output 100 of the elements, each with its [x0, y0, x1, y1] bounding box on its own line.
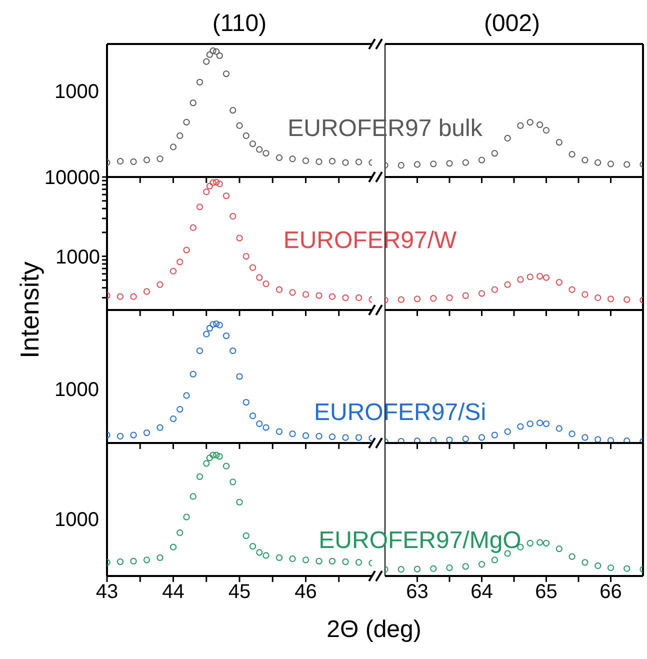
point — [213, 48, 220, 55]
point — [568, 286, 576, 293]
y-tick-label: 10000 — [44, 167, 100, 190]
point — [556, 425, 562, 432]
point — [556, 545, 562, 552]
point — [203, 58, 210, 65]
point — [462, 159, 469, 166]
point — [170, 416, 177, 422]
point — [262, 552, 270, 559]
point — [170, 544, 177, 550]
point — [568, 430, 576, 438]
point — [517, 423, 524, 430]
point — [582, 156, 588, 164]
point — [176, 529, 184, 536]
point — [210, 179, 216, 186]
point — [542, 540, 550, 546]
point — [196, 78, 204, 86]
point — [542, 274, 550, 281]
point — [222, 332, 230, 340]
point — [156, 156, 164, 162]
point — [196, 347, 204, 354]
point — [430, 437, 437, 443]
point — [236, 373, 243, 380]
point — [156, 281, 164, 288]
point — [526, 420, 534, 428]
point — [190, 370, 196, 378]
point — [222, 462, 230, 470]
point — [230, 347, 236, 354]
chart-title: (002) — [482, 10, 542, 38]
point — [594, 294, 602, 302]
point — [328, 434, 336, 440]
point — [430, 160, 437, 168]
point — [536, 420, 544, 426]
point — [624, 296, 630, 303]
point — [222, 70, 230, 78]
point — [183, 392, 190, 399]
point — [206, 51, 213, 58]
point — [183, 246, 190, 254]
point — [213, 178, 220, 186]
point — [236, 122, 243, 129]
point — [256, 274, 263, 281]
point — [262, 150, 270, 157]
point — [249, 264, 256, 271]
point — [536, 539, 544, 546]
point — [316, 292, 322, 299]
point — [210, 47, 216, 54]
point — [478, 561, 486, 568]
point — [230, 107, 236, 114]
point — [430, 565, 437, 572]
point — [478, 290, 486, 297]
point — [249, 542, 256, 550]
point — [242, 398, 250, 406]
chart-title: (110) — [211, 10, 268, 38]
point — [213, 452, 220, 458]
point — [289, 555, 296, 562]
point — [582, 559, 588, 566]
point — [216, 453, 223, 460]
point — [196, 473, 204, 480]
point — [594, 159, 602, 166]
point — [216, 322, 223, 328]
point — [276, 154, 283, 161]
point — [156, 554, 164, 561]
point — [302, 432, 310, 439]
point — [536, 121, 544, 128]
point — [256, 146, 263, 153]
point — [556, 278, 562, 286]
point — [328, 558, 336, 564]
point — [222, 192, 230, 200]
point — [446, 436, 453, 443]
point — [398, 162, 404, 169]
point — [582, 291, 588, 298]
point — [210, 321, 216, 328]
point — [236, 234, 243, 242]
point — [607, 564, 614, 572]
point — [624, 438, 630, 443]
point — [170, 144, 177, 150]
point — [176, 258, 184, 266]
point — [491, 286, 498, 293]
point — [242, 132, 250, 139]
point — [342, 558, 349, 566]
point — [594, 436, 602, 443]
point — [414, 438, 421, 443]
y-axis-title: Intensity — [14, 262, 46, 358]
point — [414, 296, 421, 302]
point — [262, 280, 270, 288]
point — [230, 478, 236, 486]
point — [196, 204, 204, 210]
point — [276, 554, 283, 561]
point — [607, 437, 614, 443]
point — [504, 134, 511, 142]
point — [504, 281, 511, 288]
point — [398, 438, 404, 443]
x-tick-label: 46 — [294, 581, 317, 604]
point — [478, 434, 486, 441]
point — [446, 160, 453, 167]
point — [556, 139, 562, 146]
x-tick-label: 63 — [406, 581, 428, 604]
point — [143, 156, 150, 164]
point — [116, 158, 124, 165]
point — [206, 454, 213, 462]
